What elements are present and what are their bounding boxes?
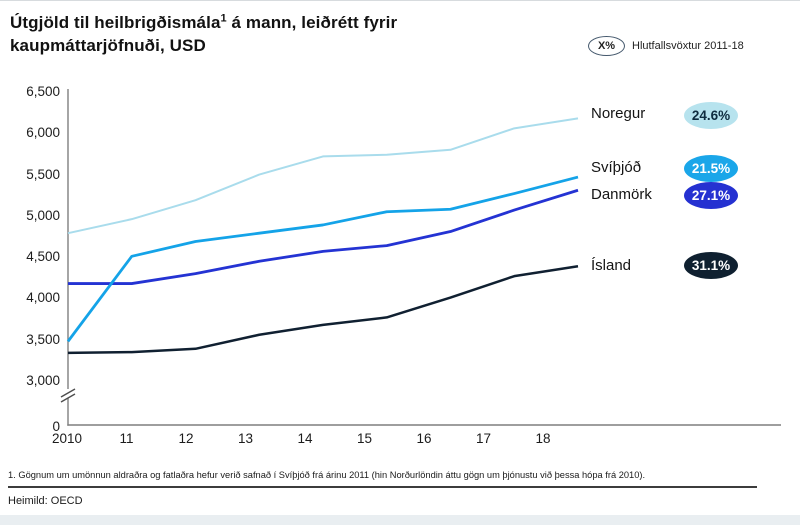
- x-tick-label: 15: [356, 431, 373, 446]
- legend-symbol: X%: [597, 40, 616, 52]
- footer-divider: [8, 486, 757, 488]
- footnote: 1. Gögnum um umönnun aldraðra og fatlaðr…: [8, 470, 646, 480]
- x-tick-label: 16: [416, 431, 432, 446]
- y-tick-label: 3,000: [26, 373, 60, 388]
- growth-badge-noregur: 24.6%: [684, 102, 738, 129]
- series-label-island: Ísland: [591, 257, 632, 274]
- series-line-ísland: [67, 264, 579, 355]
- growth-badge-svithjod: 21.5%: [684, 155, 738, 182]
- series-line-noregur: [67, 117, 579, 235]
- x-tick-label: 12: [178, 431, 194, 446]
- series-line-danmörk: [68, 188, 579, 285]
- legend-label: Hlutfallsvöxtur 2011-18: [632, 40, 744, 52]
- growth-legend: X% Hlutfallsvöxtur 2011-18: [588, 36, 744, 56]
- y-tick-label: 6,000: [26, 125, 60, 141]
- x-tick-label: 2010: [51, 431, 83, 446]
- axis-break-icon: [60, 393, 76, 403]
- x-tick-label: 11: [119, 431, 134, 446]
- y-tick-label: 6,500: [26, 84, 60, 99]
- bottom-strip: [0, 515, 800, 525]
- x-tick-label: 18: [535, 431, 551, 446]
- title-line1-rest: á mann, leiðrétt fyrir: [226, 13, 398, 32]
- series-label-noregur: Noregur: [591, 105, 646, 122]
- x-tick-label: 17: [475, 431, 492, 446]
- chart-title: Útgjöld til heilbrigðismála1 á mann, lei…: [10, 12, 440, 58]
- axis-break-icon: [60, 388, 76, 398]
- source-line: Heimild: OECD: [8, 495, 83, 507]
- title-line2: kaupmáttarjöfnuði, USD: [10, 35, 206, 55]
- title-footnote-marker: 1: [220, 12, 227, 25]
- x-tick-label: 13: [237, 431, 254, 446]
- series-line-svíþjóð: [66, 175, 579, 343]
- y-tick-label: 5,000: [26, 207, 60, 223]
- x-tick-label: 14: [297, 431, 313, 446]
- y-tick-label: 4,000: [26, 290, 60, 306]
- y-tick-label: 4,500: [26, 249, 60, 265]
- series-label-svithjod: Svíþjóð: [591, 159, 642, 176]
- growth-badge-island: 31.1%: [684, 252, 738, 279]
- title-line1: Útgjöld til heilbrigðismála: [10, 13, 221, 32]
- x-percent-ellipse-icon: X%: [588, 36, 625, 56]
- y-tick-label: 5,500: [26, 166, 60, 182]
- y-tick-label: 0: [52, 419, 60, 434]
- y-tick-label: 3,500: [26, 331, 60, 347]
- series-label-danmork: Danmörk: [591, 186, 652, 203]
- growth-badge-danmork: 27.1%: [684, 182, 738, 209]
